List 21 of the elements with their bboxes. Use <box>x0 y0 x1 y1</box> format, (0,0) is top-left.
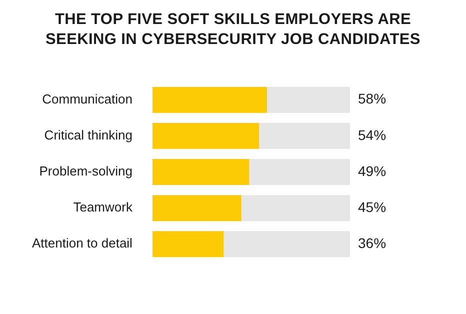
bar <box>259 122 350 149</box>
y-tick-label: Problem-solving <box>39 164 132 179</box>
bar <box>152 159 250 185</box>
bar <box>241 195 350 222</box>
bar <box>152 122 260 149</box>
bar <box>152 231 224 258</box>
bar <box>152 195 242 222</box>
data-label: 36% <box>358 235 386 252</box>
chart-title: THE TOP FIVE SOFT SKILLS EMPLOYERS ARE SEEKING IN CYBERSECURITY JOB CANDIDATES <box>44 10 422 50</box>
data-label: 49% <box>358 162 386 179</box>
data-label: 45% <box>358 198 386 215</box>
y-tick-label: Teamwork <box>73 200 133 215</box>
y-tick-label: Critical thinking <box>44 128 132 142</box>
data-label: 54% <box>358 126 386 143</box>
bar <box>152 86 268 113</box>
bar <box>267 86 350 113</box>
bar <box>224 231 350 258</box>
y-tick-label: Communication <box>42 91 132 106</box>
y-tick-label: Attention to detail <box>32 236 133 251</box>
bar <box>249 159 350 185</box>
data-label: 58% <box>358 90 386 107</box>
